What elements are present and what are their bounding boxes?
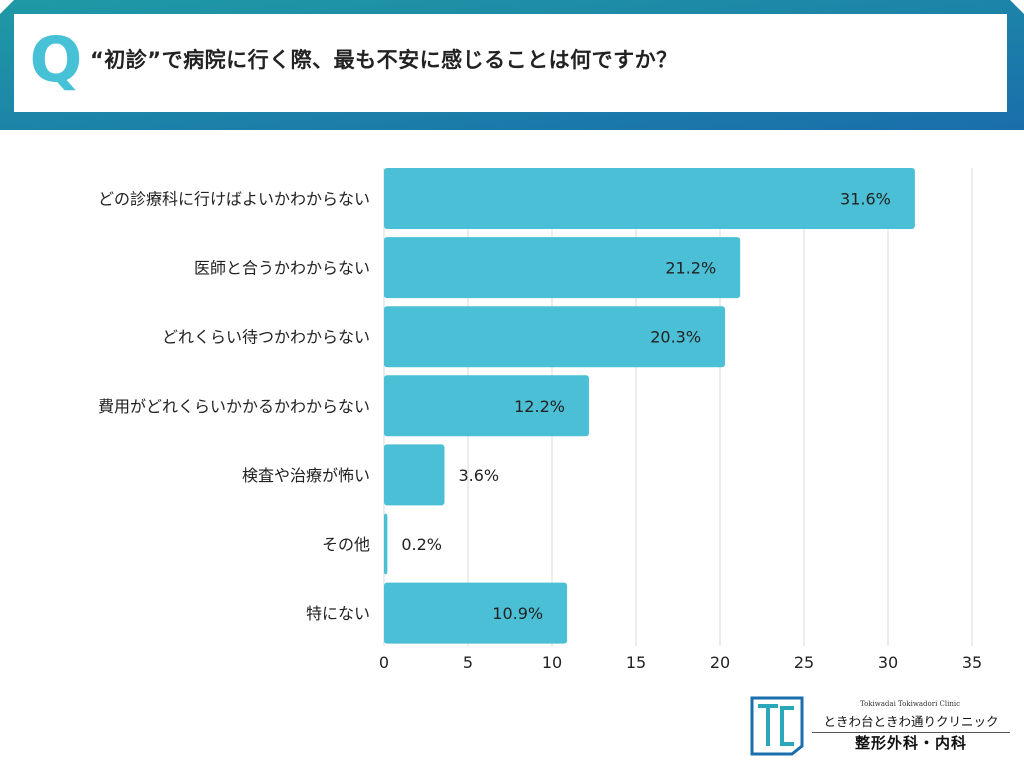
- value-label: 20.3%: [650, 328, 701, 347]
- value-label: 21.2%: [665, 259, 716, 278]
- category-label: 特にない: [306, 604, 370, 623]
- x-axis-ticks: 0 5 10 15 20 25 30 35: [379, 653, 982, 672]
- q-icon: Q: [29, 23, 83, 96]
- bar: [384, 237, 741, 299]
- category-label: 医師と合うかわからない: [194, 259, 370, 278]
- x-tick-label: 5: [463, 653, 473, 672]
- bar: [384, 375, 589, 437]
- x-tick-label: 25: [794, 653, 814, 672]
- clinic-department: 整形外科・内科: [854, 734, 967, 752]
- page-title: “初診”で病院に行く際、最も不安に感じることは何ですか？: [90, 48, 678, 72]
- value-label: 31.6%: [840, 190, 891, 209]
- value-labels: 31.6% 21.2% 20.3% 12.2% 3.6% 0.2% 10.9%: [401, 190, 891, 624]
- bar: [384, 306, 726, 368]
- x-tick-label: 0: [379, 653, 389, 672]
- clinic-logo-mark: [750, 696, 804, 756]
- category-labels: どの診療科に行けばよいかわからない医師と合うかわからないどれくらい待つかわからな…: [98, 190, 370, 624]
- bar-chart: どの診療科に行けばよいかわからない医師と合うかわからないどれくらい待つかわからな…: [98, 168, 982, 672]
- bar: [384, 444, 445, 506]
- bars: [384, 168, 915, 644]
- x-tick-label: 20: [710, 653, 730, 672]
- bar: [384, 513, 388, 575]
- category-label: 検査や治療が怖い: [242, 466, 370, 485]
- category-label: その他: [322, 535, 370, 554]
- clinic-name: ときわ台ときわ通りクリニック: [812, 711, 1010, 733]
- category-label: 費用がどれくらいかかるかわからない: [98, 397, 370, 416]
- bar: [384, 168, 915, 229]
- clinic-romanized-name: Tokiwadai Tokiwadori Clinic: [859, 700, 961, 708]
- x-tick-label: 30: [878, 653, 898, 672]
- value-label: 10.9%: [492, 604, 543, 623]
- x-tick-label: 35: [962, 653, 982, 672]
- x-tick-label: 10: [542, 653, 562, 672]
- x-tick-label: 15: [626, 653, 646, 672]
- category-label: どの診療科に行けばよいかわからない: [98, 190, 370, 209]
- category-label: どれくらい待つかわからない: [162, 328, 370, 347]
- clinic-logo: Tokiwadai Tokiwadori Clinic ときわ台ときわ通りクリニ…: [748, 694, 1010, 758]
- value-label: 3.6%: [458, 466, 499, 485]
- question-box: [14, 14, 1007, 112]
- value-label: 0.2%: [401, 535, 442, 554]
- bar: [384, 582, 568, 644]
- value-label: 12.2%: [514, 397, 565, 416]
